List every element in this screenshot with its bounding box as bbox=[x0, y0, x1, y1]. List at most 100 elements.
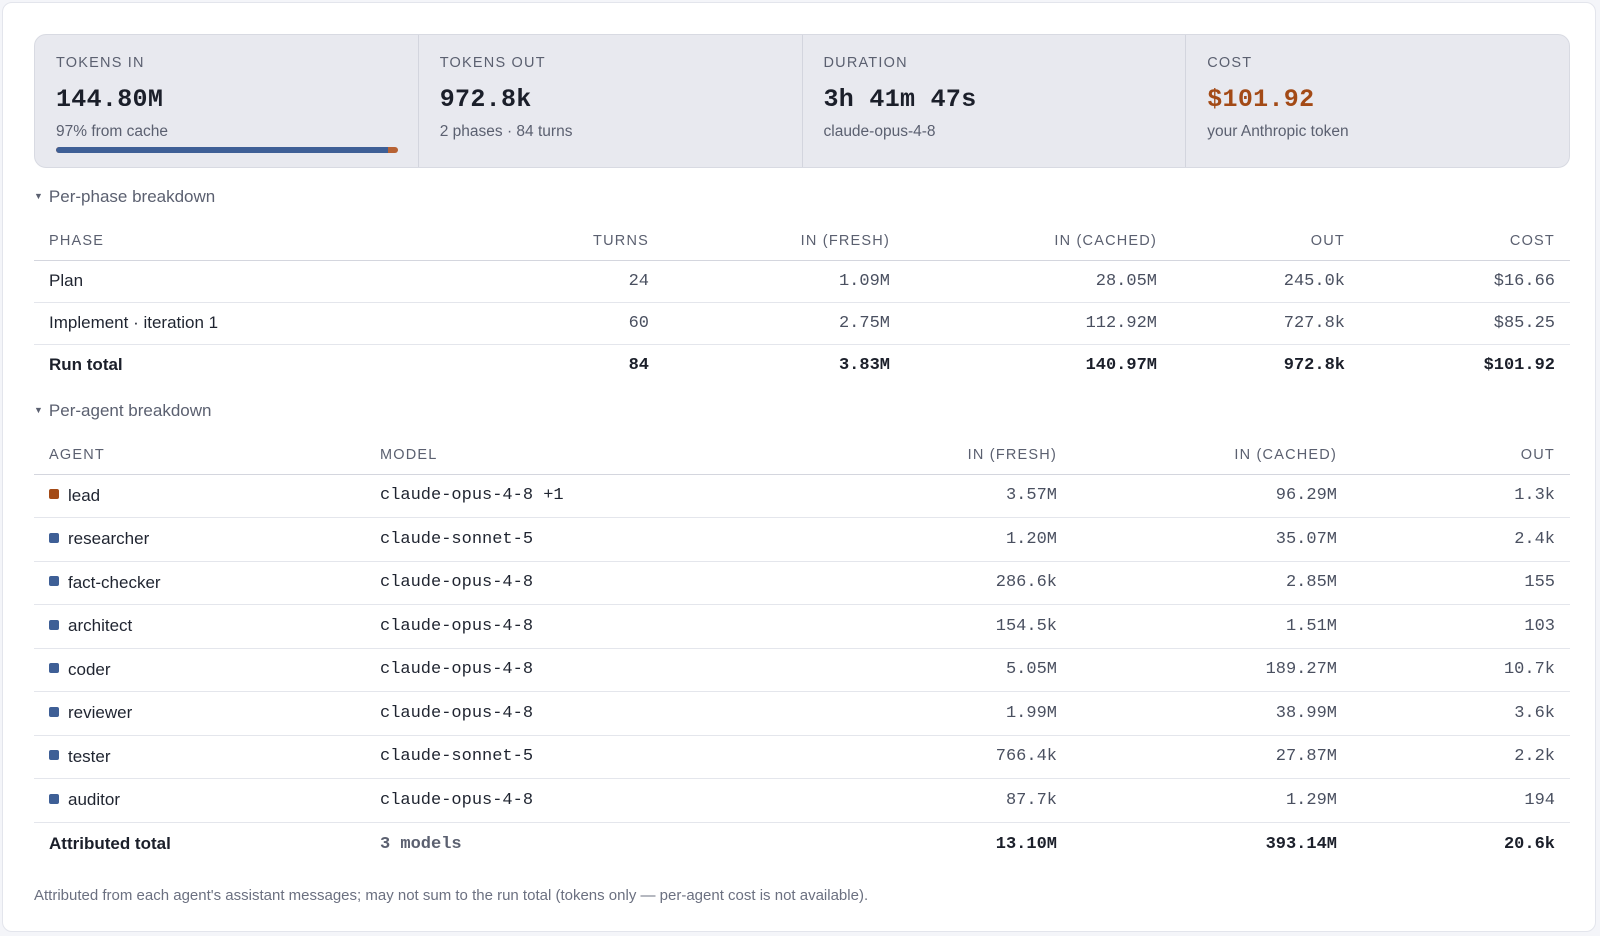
cell-out: 2.2k bbox=[1352, 735, 1570, 779]
stat-sub: claude-opus-4-8 bbox=[823, 123, 936, 140]
col-header-agent[interactable]: AGENT bbox=[34, 436, 365, 475]
col-header-turns[interactable]: TURNS bbox=[474, 222, 664, 261]
agent-name: fact-checker bbox=[68, 572, 161, 592]
col-header-out[interactable]: OUT bbox=[1352, 436, 1570, 475]
cell-cost: $16.66 bbox=[1360, 260, 1570, 303]
agent-table: AGENT MODEL IN (FRESH) IN (CACHED) OUT l… bbox=[34, 436, 1570, 866]
cell-in-fresh: 2.75M bbox=[664, 302, 905, 345]
agent-name: researcher bbox=[68, 529, 150, 549]
agent-name: architect bbox=[68, 616, 133, 636]
agent-breakdown-toggle[interactable]: ▼ Per-agent breakdown bbox=[34, 401, 211, 421]
table-row[interactable]: researcher claude-sonnet-5 1.20M 35.07M 2.4k bbox=[34, 517, 1570, 562]
table-header-row: AGENT MODEL IN (FRESH) IN (CACHED) OUT bbox=[34, 436, 1570, 475]
agent-color-swatch bbox=[49, 619, 59, 630]
cell-model: claude-sonnet-5 bbox=[365, 517, 725, 562]
col-header-cost[interactable]: COST bbox=[1360, 222, 1570, 261]
phase-total-row: Run total 84 3.83M 140.97M 972.8k $101.92 bbox=[34, 344, 1570, 386]
table-row[interactable]: fact-checker claude-opus-4-8 286.6k 2.85M 15… bbox=[34, 561, 1570, 605]
cell-out: 20.6k bbox=[1503, 834, 1555, 854]
table-row[interactable]: lead claude-opus-4-8 +1 3.57M 96.29M 1.3k bbox=[34, 474, 1570, 518]
cell-in-fresh: 154.5k bbox=[725, 604, 1072, 649]
cell-model: claude-opus-4-8 bbox=[365, 778, 725, 823]
stat-label: TOKENS IN bbox=[56, 55, 145, 71]
cell-in-fresh: 5.05M bbox=[725, 648, 1072, 692]
cell-in-cached: 96.29M bbox=[1072, 474, 1352, 518]
table-row[interactable]: coder claude-opus-4-8 5.05M 189.27M 10.7k bbox=[34, 648, 1570, 692]
stat-sub: 2 phases · 84 turns bbox=[439, 123, 573, 140]
cell-out: 155 bbox=[1352, 561, 1570, 605]
table-row[interactable]: reviewer claude-opus-4-8 1.99M 38.99M 3.6k bbox=[34, 691, 1570, 736]
col-header-in-cached[interactable]: IN (CACHED) bbox=[1072, 436, 1352, 475]
cell-in-cached: 140.97M bbox=[1085, 355, 1157, 375]
agent-name: tester bbox=[68, 746, 111, 766]
stat-cost: COST $101.92 your Anthropic token bbox=[1186, 35, 1569, 167]
cell-out: 10.7k bbox=[1352, 648, 1570, 692]
cell-out: 194 bbox=[1352, 778, 1570, 823]
table-row[interactable]: tester claude-sonnet-5 766.4k 27.87M 2.2k bbox=[34, 735, 1570, 779]
cell-in-cached: 112.92M bbox=[905, 302, 1172, 345]
cell-agent: coder bbox=[34, 648, 365, 692]
cell-model: 3 models bbox=[380, 834, 462, 854]
cell-model: claude-opus-4-8 bbox=[365, 604, 725, 649]
cell-in-fresh: 3.83M bbox=[838, 355, 890, 375]
cell-agent: researcher bbox=[34, 517, 365, 562]
cell-out: 1.3k bbox=[1352, 474, 1570, 518]
agent-total-row: Attributed total 3 models 13.10M 393.14M 20.… bbox=[34, 822, 1570, 866]
col-header-phase[interactable]: PHASE bbox=[34, 222, 474, 261]
agent-color-swatch bbox=[49, 750, 59, 761]
agent-color-swatch bbox=[49, 489, 59, 500]
cache-progress-fill bbox=[56, 147, 388, 153]
agent-name: lead bbox=[68, 485, 101, 505]
cell-agent: auditor bbox=[34, 778, 365, 823]
cell-in-cached: 38.99M bbox=[1072, 691, 1352, 736]
stat-tokens-in: TOKENS IN 144.80M 97% from cache bbox=[35, 35, 419, 167]
agent-name: coder bbox=[68, 659, 111, 679]
caret-down-icon: ▼ bbox=[34, 404, 43, 415]
footnote: Attributed from each agent's assistant m… bbox=[34, 887, 869, 904]
cell-in-fresh: 87.7k bbox=[725, 778, 1072, 823]
col-header-in-fresh[interactable]: IN (FRESH) bbox=[725, 436, 1072, 475]
cell-out: 103 bbox=[1352, 604, 1570, 649]
phase-breakdown-toggle[interactable]: ▼ Per-phase breakdown bbox=[34, 187, 215, 207]
cell-out: 245.0k bbox=[1172, 260, 1360, 303]
cell-phase: Run total bbox=[49, 355, 123, 375]
stat-label: TOKENS OUT bbox=[439, 55, 546, 71]
cell-model: claude-opus-4-8 bbox=[365, 691, 725, 736]
cell-turns: 84 bbox=[628, 355, 649, 375]
cell-agent: reviewer bbox=[34, 691, 365, 736]
caret-down-icon: ▼ bbox=[34, 190, 43, 201]
stat-value: $101.92 bbox=[1207, 85, 1315, 114]
table-row[interactable]: auditor claude-opus-4-8 87.7k 1.29M 194 bbox=[34, 778, 1570, 823]
cell-agent: Attributed total bbox=[49, 834, 171, 853]
cell-out: 3.6k bbox=[1352, 691, 1570, 736]
col-header-in-cached[interactable]: IN (CACHED) bbox=[905, 222, 1172, 261]
agent-color-swatch bbox=[49, 793, 59, 804]
table-row[interactable]: architect claude-opus-4-8 154.5k 1.51M 103 bbox=[34, 604, 1570, 649]
stat-sub: your Anthropic token bbox=[1207, 123, 1349, 140]
cell-turns: 24 bbox=[474, 260, 664, 303]
stat-duration: DURATION 3h 41m 47s claude-opus-4-8 bbox=[803, 35, 1187, 167]
stat-value: 972.8k bbox=[439, 85, 532, 114]
cell-in-cached: 393.14M bbox=[1265, 834, 1337, 854]
cell-in-cached: 28.05M bbox=[905, 260, 1172, 303]
cell-agent: tester bbox=[34, 735, 365, 779]
cell-model: claude-sonnet-5 bbox=[365, 735, 725, 779]
phase-table: PHASE TURNS IN (FRESH) IN (CACHED) OUT C… bbox=[34, 222, 1570, 386]
stat-value: 3h 41m 47s bbox=[823, 85, 977, 114]
table-header-row: PHASE TURNS IN (FRESH) IN (CACHED) OUT C… bbox=[34, 222, 1570, 261]
cell-model: claude-opus-4-8 +1 bbox=[365, 474, 725, 518]
cell-out: 2.4k bbox=[1352, 517, 1570, 562]
stat-label: DURATION bbox=[823, 55, 908, 71]
cell-in-fresh: 766.4k bbox=[725, 735, 1072, 779]
col-header-model[interactable]: MODEL bbox=[365, 436, 725, 475]
cache-progress-bar bbox=[56, 147, 398, 153]
cell-model: claude-opus-4-8 bbox=[365, 561, 725, 605]
cell-in-cached: 35.07M bbox=[1072, 517, 1352, 562]
agent-color-swatch bbox=[49, 663, 59, 674]
cell-in-cached: 1.29M bbox=[1072, 778, 1352, 823]
col-header-out[interactable]: OUT bbox=[1172, 222, 1360, 261]
col-header-in-fresh[interactable]: IN (FRESH) bbox=[664, 222, 905, 261]
cell-in-cached: 27.87M bbox=[1072, 735, 1352, 779]
stat-value: 144.80M bbox=[56, 85, 164, 114]
